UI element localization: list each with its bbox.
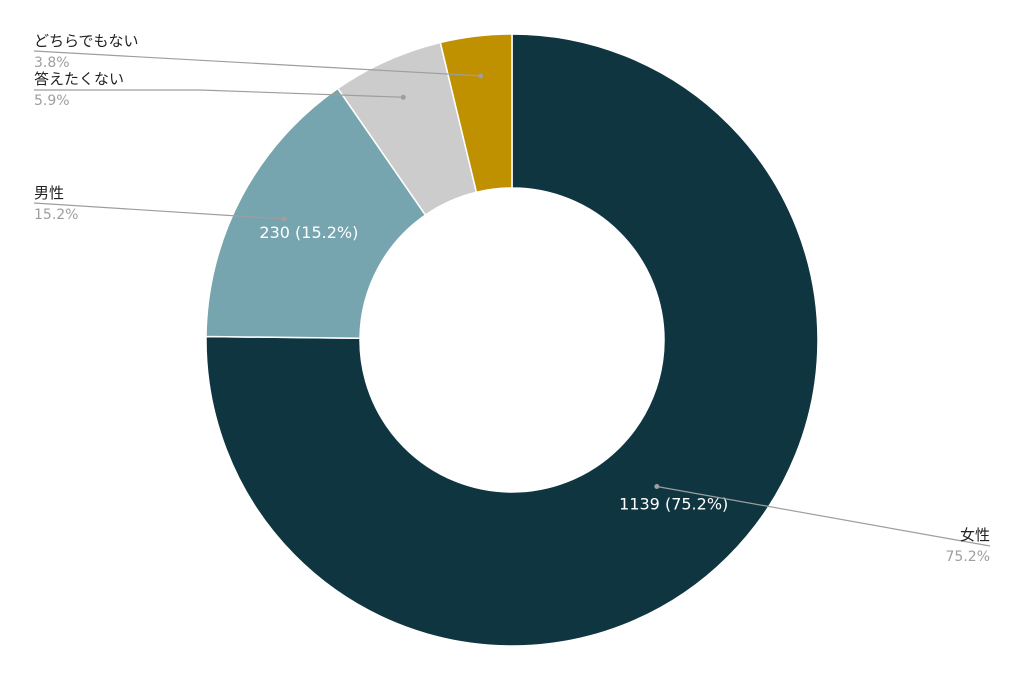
percent-label-1: 15.2% [34,207,78,223]
donut-slices [205,33,819,647]
data-label-1: 230 (15.2%) [259,223,358,242]
donut-slice-3[interactable] [439,33,513,194]
percent-label-3: 3.8% [34,55,70,71]
percent-label-0: 75.2% [946,549,990,565]
data-label-0: 1139 (75.2%) [619,495,728,514]
percent-label-2: 5.9% [34,93,70,109]
donut-data-labels: 1139 (75.2%) 230 (15.2%) [259,223,728,513]
category-label-0: 女性 [960,526,990,544]
donut-slice-0[interactable] [205,33,819,647]
category-label-2: 答えたくない [34,70,124,88]
category-labels: 女性 75.2% 男性 15.2% 答えたくない 5.9% どちらでもない 3.8% [34,32,990,565]
donut-slice-1[interactable] [205,87,427,340]
leader-line-1 [33,202,285,220]
category-label-3: どちらでもない [34,32,139,50]
leader-lines [33,50,991,547]
leader-line-3 [33,50,481,77]
category-label-1: 男性 [34,184,64,202]
leader-line-0 [656,485,991,547]
leader-line-2 [34,89,404,98]
